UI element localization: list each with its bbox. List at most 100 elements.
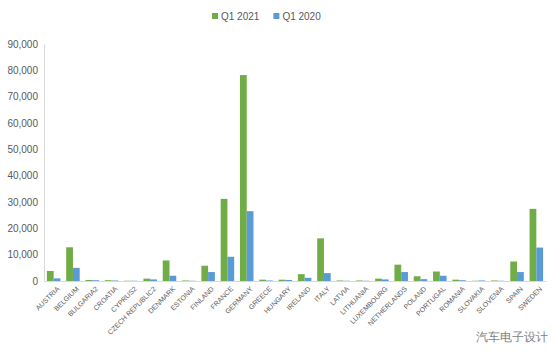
x-tick: GERMANY [224,281,254,315]
x-tick-label: IRELAND [285,285,311,311]
y-tick: 80,000 [7,65,44,76]
bar [459,280,466,281]
bar [285,280,292,281]
y-tick: 10,000 [7,249,44,260]
y-tick: 40,000 [7,170,44,181]
y-tick: 20,000 [7,223,44,234]
bar [382,279,389,281]
bar [240,75,247,281]
x-tick-label: BULGARIA2 [67,285,100,318]
legend-label: Q1 2021 [221,11,260,22]
bar [47,271,54,281]
y-tick-label: 90,000 [7,39,38,50]
y-tick-label: 50,000 [7,144,38,155]
bar [163,260,170,281]
y-tick: 70,000 [7,91,44,102]
y-tick-label: 40,000 [7,170,38,181]
bar [363,280,370,281]
bar [337,280,344,281]
legend-item: Q1 2020 [273,11,321,22]
bar [170,276,177,281]
x-axis-line [45,281,547,282]
bar [189,280,196,281]
y-tick-label: 60,000 [7,118,38,129]
bar [92,280,99,281]
y-tick-label: 80,000 [7,65,38,76]
bar [498,280,505,281]
bar [375,279,382,281]
bar [54,278,61,281]
bar [356,280,363,281]
x-tick: SLOVENIA [475,281,505,315]
x-tick: IRELAND [285,281,311,311]
bar-series [47,75,536,281]
bars [47,75,543,281]
y-tick: 50,000 [7,144,44,155]
bar [227,257,234,281]
y-axis-line [44,45,45,282]
legend-label: Q1 2020 [282,11,321,22]
y-tick: 0 [32,276,44,287]
bar [143,279,150,281]
bar [414,276,421,281]
bar [530,209,537,281]
bar [536,248,543,281]
x-tick-label: GERMANY [224,285,254,315]
bar [259,280,266,281]
y-axis: 010,00020,00030,00040,00050,00060,00070,… [7,39,44,287]
bar [440,276,447,281]
bar [266,280,273,281]
legend: Q1 2021 Q1 2020 [212,11,321,22]
bar [86,280,93,281]
bar [279,280,286,281]
bar [421,279,428,281]
x-axis: AUSTRIABELGIUMBULGARIA2CROATIACYPRUS2CZE… [34,281,546,336]
bar [433,272,440,281]
x-tick: NETHERLANDS [366,281,408,327]
bar [324,273,331,281]
bar [66,247,73,281]
x-tick: BULGARIA2 [67,281,100,318]
bar [491,280,498,281]
bar [510,262,517,281]
bar [73,268,80,281]
bar [298,274,305,281]
x-tick: ITALY [313,281,331,303]
y-tick: 60,000 [7,118,44,129]
bar [317,238,324,281]
bar [247,211,254,281]
y-tick-label: 10,000 [7,249,38,260]
bar [472,280,479,281]
x-tick-label: SLOVENIA [475,285,505,315]
y-tick-label: 0 [32,276,38,287]
bar [131,280,138,281]
bar [208,272,215,281]
x-tick: SWEDEN [517,281,544,312]
plot-area: 010,00020,00030,00040,00050,00060,00070,… [7,39,546,336]
bar-series [54,211,543,281]
bar [517,272,524,281]
bar [105,280,112,281]
legend-item: Q1 2021 [212,11,260,22]
watermark: 汽车电子设计 [476,330,548,344]
bar [343,280,350,281]
bar [201,266,208,281]
bar [452,280,459,281]
bar [394,265,401,281]
y-tick-label: 20,000 [7,223,38,234]
legend-swatch [212,13,218,19]
bar [124,280,131,281]
bar [305,278,312,281]
y-tick: 90,000 [7,39,44,50]
legend-swatch [273,13,279,19]
bar [112,280,119,281]
bar [150,279,157,281]
bar [401,272,408,281]
bar [478,280,485,281]
x-tick-label: SWEDEN [517,285,544,312]
bar [182,280,189,281]
chart: 010,00020,00030,00040,00050,00060,00070,… [0,0,554,359]
bar [221,199,228,281]
x-tick-label: ITALY [313,285,331,303]
y-tick-label: 70,000 [7,91,38,102]
